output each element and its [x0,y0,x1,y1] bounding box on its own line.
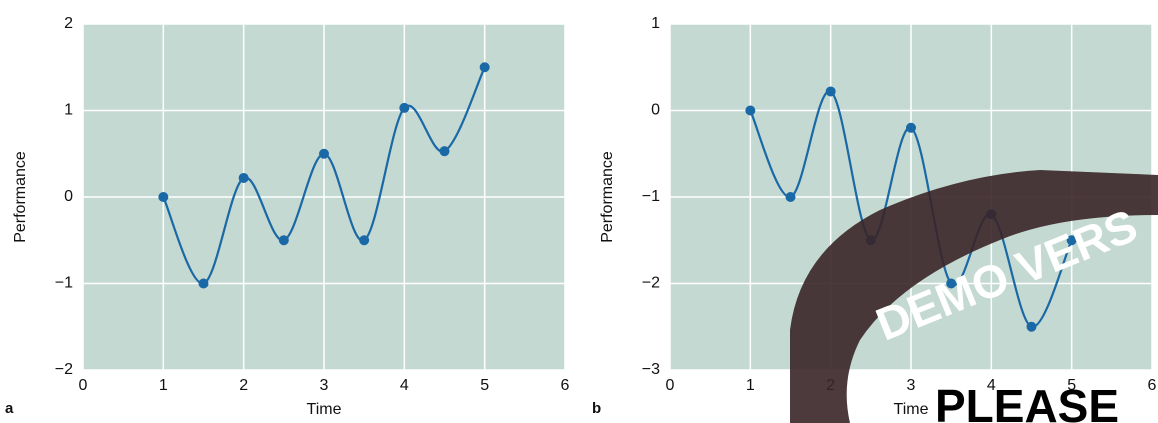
x-tick-label: 3 [320,377,329,394]
data-point [1027,322,1037,332]
panel-label: a [5,400,14,417]
data-point [319,149,329,159]
y-axis-label: Performance [12,151,29,243]
x-axis-label: Time [894,401,929,418]
x-tick-label: 1 [159,377,168,394]
x-tick-label: 3 [907,377,916,394]
x-tick-label: 0 [79,377,88,394]
y-tick-label: 0 [64,188,73,205]
data-point [786,192,796,202]
data-point [239,173,249,183]
y-tick-label: −2 [642,275,660,292]
x-axis-label: Time [307,401,342,418]
data-point [906,123,916,133]
y-tick-label: −1 [642,188,660,205]
figure: 0123456−2−1012TimePerformancea0123456−3−… [0,0,1158,423]
watermark-text: PLEASE [935,380,1119,423]
data-point [826,86,836,96]
y-axis-label: Performance [599,151,616,243]
y-tick-label: 0 [651,102,660,119]
data-point [399,103,409,113]
data-point [199,279,209,289]
x-tick-label: 6 [561,377,570,394]
y-tick-label: −1 [55,275,73,292]
data-point [158,192,168,202]
x-tick-label: 5 [480,377,489,394]
data-point [279,235,289,245]
y-tick-label: −3 [642,361,660,378]
data-point [440,146,450,156]
data-point [480,62,490,72]
x-tick-label: 6 [1148,377,1157,394]
x-tick-label: 1 [746,377,755,394]
x-tick-label: 4 [400,377,409,394]
y-tick-label: 2 [64,15,73,32]
y-tick-label: 1 [651,15,660,32]
y-tick-label: 1 [64,102,73,119]
data-point [359,235,369,245]
panel-label: b [592,400,601,417]
data-point [745,106,755,116]
y-tick-label: −2 [55,361,73,378]
x-tick-label: 2 [239,377,248,394]
x-tick-label: 0 [666,377,675,394]
